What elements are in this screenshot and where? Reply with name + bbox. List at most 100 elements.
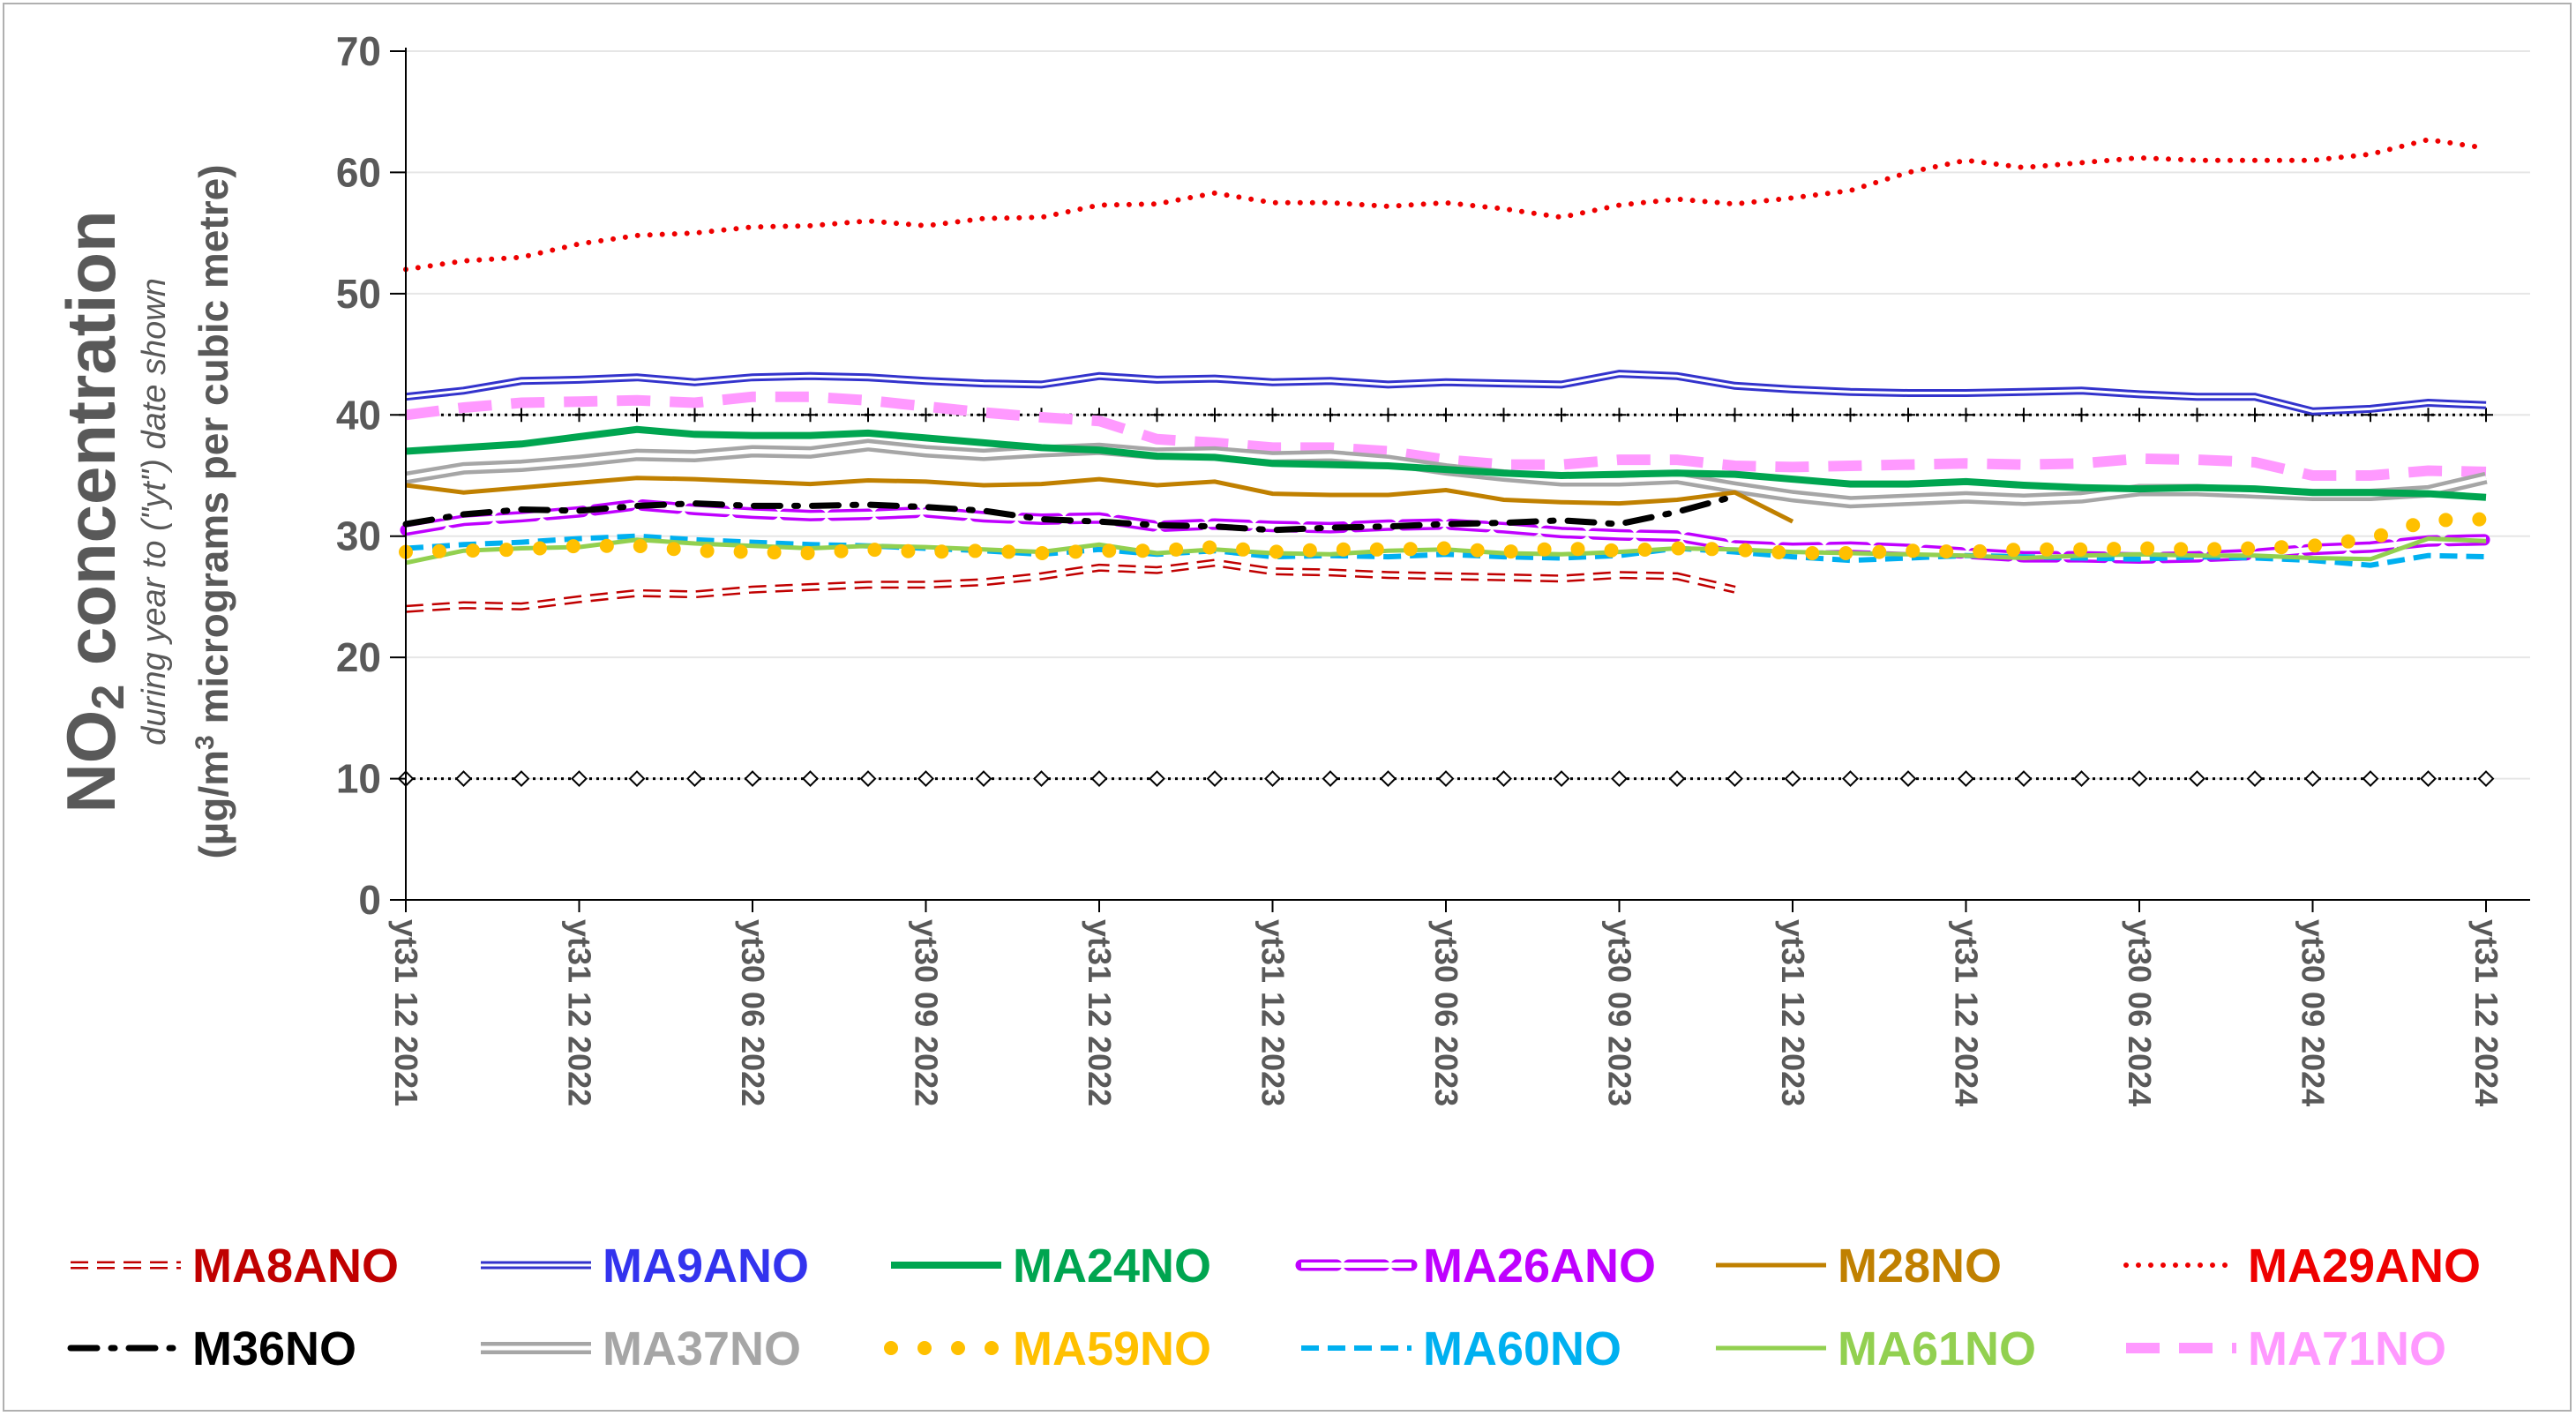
x-tick-label: yt31 12 2023 bbox=[1255, 919, 1292, 1106]
series-ma71no bbox=[405, 391, 2487, 481]
reference-marker bbox=[1090, 770, 1108, 787]
reference-marker bbox=[2248, 408, 2262, 423]
reference-marker bbox=[1206, 770, 1224, 787]
legend-item: M36NO bbox=[67, 1322, 356, 1375]
series-ma9ano bbox=[405, 370, 2487, 416]
y-tick-label: 50 bbox=[336, 271, 381, 317]
reference-marker bbox=[687, 408, 702, 423]
y-tick-label: 20 bbox=[336, 634, 381, 680]
legend-label: MA29ANO bbox=[2248, 1240, 2481, 1292]
reference-marker bbox=[513, 770, 530, 787]
reference-marker bbox=[2132, 408, 2146, 423]
legend-item: MA9ANO bbox=[481, 1240, 809, 1292]
legend: MA8ANO MA9ANO MA24NO MA26ANO M28NO MA29ANO M36… bbox=[67, 1240, 2481, 1375]
reference-marker bbox=[686, 770, 703, 787]
legend-item: MA37NO bbox=[481, 1322, 801, 1375]
x-tick-label: yt30 09 2024 bbox=[2295, 919, 2332, 1106]
x-tick-label: yt30 06 2022 bbox=[735, 919, 771, 1106]
legend-item: MA29ANO bbox=[2123, 1240, 2481, 1292]
reference-marker bbox=[571, 770, 588, 787]
reference-marker bbox=[2190, 408, 2205, 423]
legend-label: MA71NO bbox=[2248, 1322, 2446, 1375]
reference-marker bbox=[2074, 408, 2089, 423]
series-m36no bbox=[402, 492, 1738, 534]
series-ma59no bbox=[399, 512, 2493, 561]
reference-marker bbox=[514, 408, 528, 423]
reference-marker bbox=[1670, 408, 1684, 423]
series-ma8ano bbox=[405, 558, 1736, 613]
reference-marker bbox=[1901, 408, 1915, 423]
reference-marker bbox=[1496, 408, 1511, 423]
reference-marker bbox=[1495, 770, 1512, 787]
reference-marker bbox=[630, 408, 644, 423]
reference-marker bbox=[1439, 408, 1453, 423]
x-tick-label: yt30 09 2022 bbox=[909, 919, 945, 1106]
reference-marker bbox=[2017, 408, 2031, 423]
legend-label: MA37NO bbox=[603, 1322, 801, 1375]
reference-marker bbox=[2420, 770, 2437, 787]
reference-marker bbox=[1899, 770, 1917, 787]
reference-marker bbox=[1208, 408, 1222, 423]
legend-label: MA61NO bbox=[1838, 1322, 2036, 1375]
series-ma29ano bbox=[403, 137, 2489, 273]
series-line bbox=[399, 512, 2493, 561]
reference-marker bbox=[975, 770, 992, 787]
series-m28no bbox=[405, 476, 1794, 524]
y-tick-label: 40 bbox=[336, 392, 381, 438]
series-line-inner bbox=[405, 560, 1735, 611]
reference-marker bbox=[1265, 408, 1280, 423]
reference-marker bbox=[1149, 770, 1165, 787]
reference-marker bbox=[803, 408, 818, 423]
y-axis-label: NO2 concentration during year to ("yt") … bbox=[52, 164, 236, 858]
reference-marker bbox=[2421, 408, 2436, 423]
reference-marker bbox=[918, 408, 933, 423]
reference-marker bbox=[802, 770, 819, 787]
series-ma24no bbox=[405, 425, 2487, 501]
series-ma37no bbox=[404, 438, 2488, 509]
legend-item: MA59NO bbox=[884, 1322, 1211, 1375]
series-line bbox=[405, 425, 2487, 501]
series-line bbox=[402, 492, 1738, 534]
series-line bbox=[405, 476, 1794, 524]
legend-item: MA8ANO bbox=[71, 1240, 399, 1292]
x-tick-label: yt30 06 2024 bbox=[2122, 919, 2158, 1106]
reference-marker bbox=[1727, 408, 1742, 423]
reference-marker bbox=[2362, 770, 2379, 787]
chart-frame bbox=[3, 3, 2572, 1412]
reference-marker bbox=[1323, 408, 1337, 423]
legend-item: MA60NO bbox=[1301, 1322, 1621, 1375]
x-tick-label: yt31 12 2022 bbox=[562, 919, 598, 1106]
reference-marker bbox=[2479, 408, 2493, 423]
reference-marker bbox=[572, 408, 587, 423]
reference-marker bbox=[1612, 408, 1627, 423]
y-axis-subtitle: during year to ("yt") date shown bbox=[136, 278, 173, 745]
legend-label: M28NO bbox=[1838, 1240, 2002, 1292]
reference-marker bbox=[2130, 770, 2148, 787]
series-lines bbox=[399, 137, 2493, 613]
x-tick-label: yt30 06 2023 bbox=[1428, 919, 1464, 1106]
reference-marker bbox=[1784, 770, 1801, 787]
legend-label: MA24NO bbox=[1013, 1240, 1211, 1292]
y-tick-labels: 0 10 20 30 40 50 60 70 bbox=[336, 28, 381, 923]
series-line bbox=[403, 137, 2489, 273]
x-tick-label: yt31 12 2023 bbox=[1775, 919, 1811, 1106]
reference-marker bbox=[859, 770, 877, 787]
x-tick-label: yt31 12 2024 bbox=[2468, 919, 2505, 1106]
reference-marker bbox=[1380, 770, 1397, 787]
gridlines bbox=[395, 50, 2530, 780]
series-line bbox=[405, 558, 1736, 613]
reference-marker bbox=[1611, 770, 1628, 787]
reference-marker bbox=[1958, 408, 1973, 423]
y-axis-units: (µg/m3 micrograms per cubic metre) bbox=[191, 164, 236, 858]
legend-label: MA26ANO bbox=[1423, 1240, 1656, 1292]
x-tick-label: yt31 12 2024 bbox=[1949, 919, 1985, 1106]
reference-marker bbox=[1554, 408, 1569, 423]
reference-marker bbox=[2246, 770, 2264, 787]
y-tick-label: 60 bbox=[336, 149, 381, 195]
legend-item: MA26ANO bbox=[1295, 1240, 1656, 1292]
y-tick-label: 70 bbox=[336, 28, 381, 74]
reference-marker bbox=[917, 770, 934, 787]
x-tick-label: yt31 12 2022 bbox=[1082, 919, 1118, 1106]
reference-marker bbox=[455, 770, 472, 787]
reference-marker bbox=[1668, 770, 1686, 787]
